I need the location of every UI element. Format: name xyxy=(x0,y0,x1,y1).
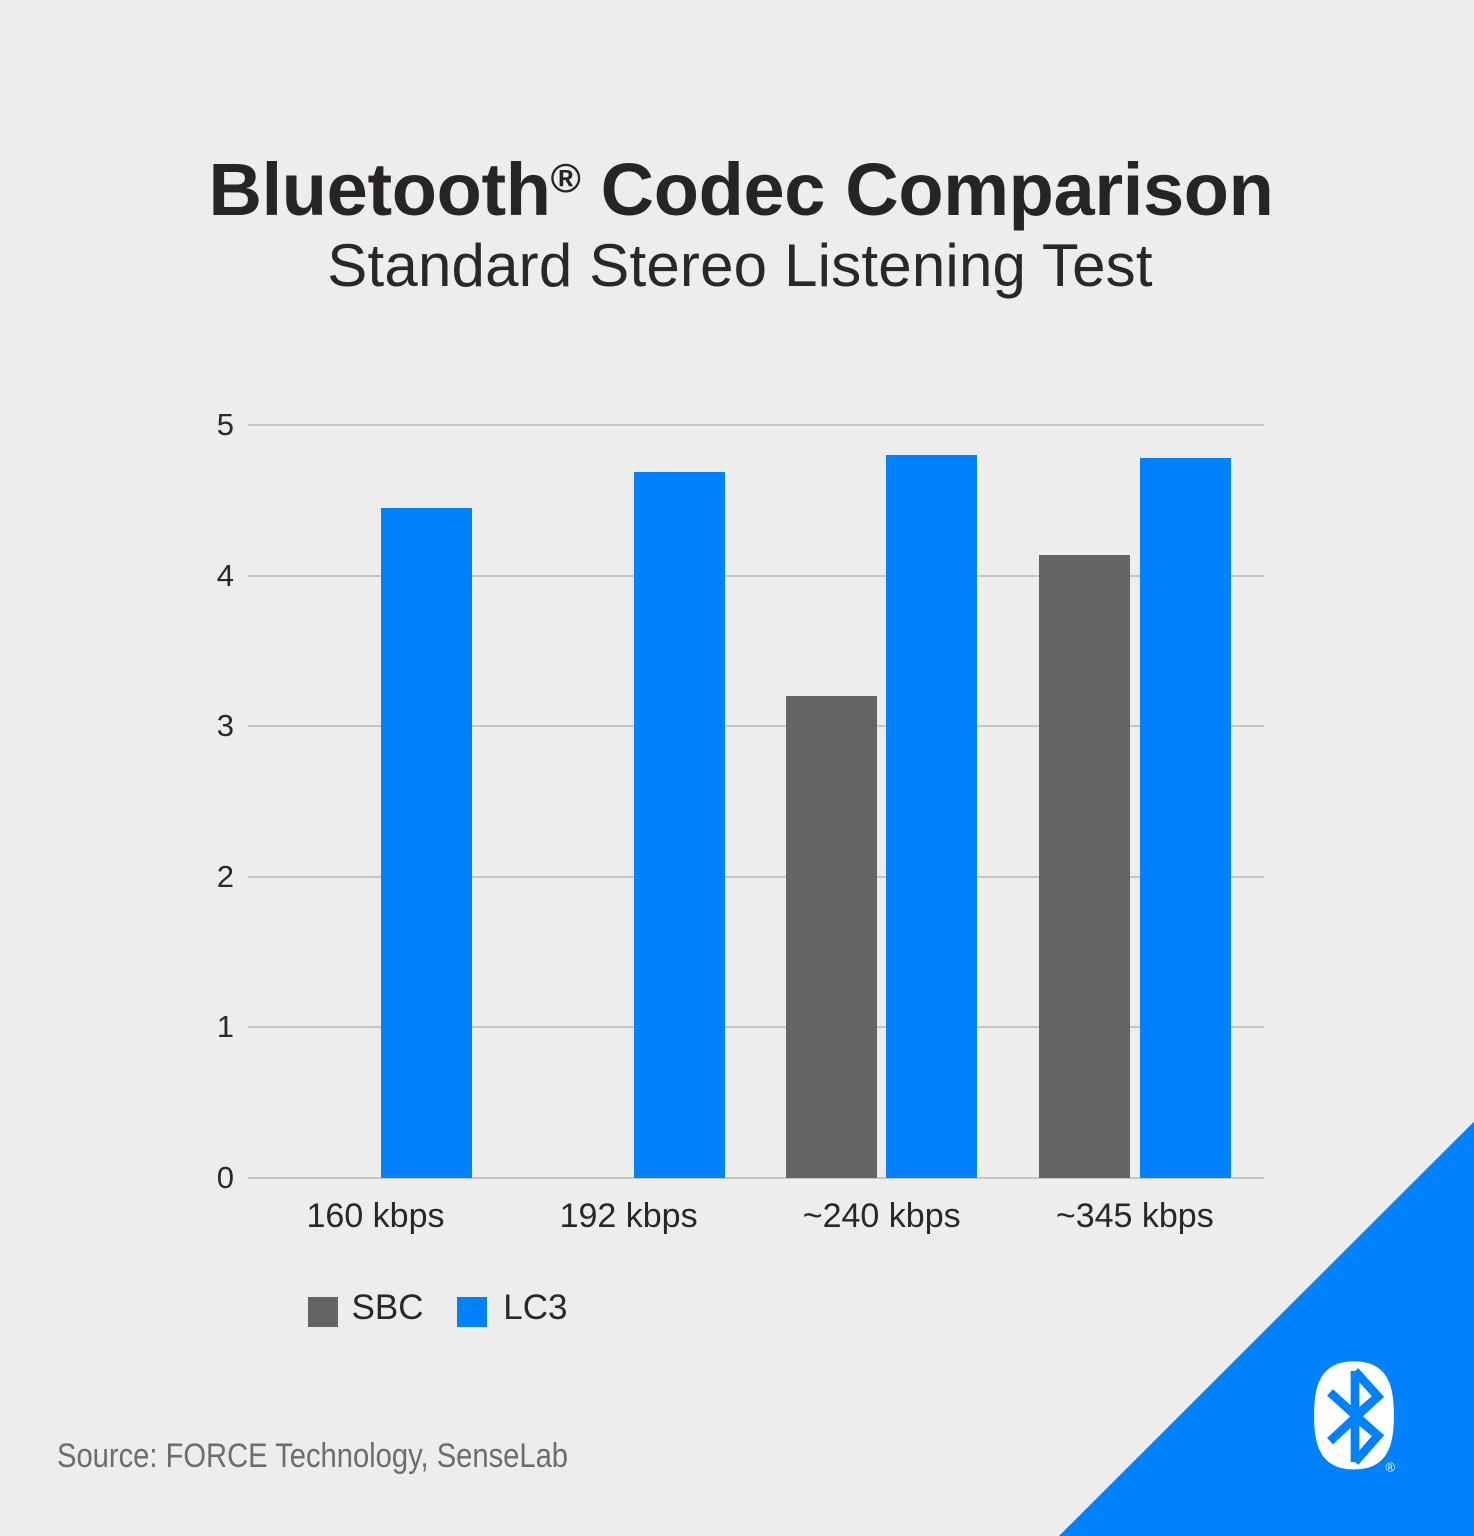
svg-text:®: ® xyxy=(1386,1460,1396,1475)
